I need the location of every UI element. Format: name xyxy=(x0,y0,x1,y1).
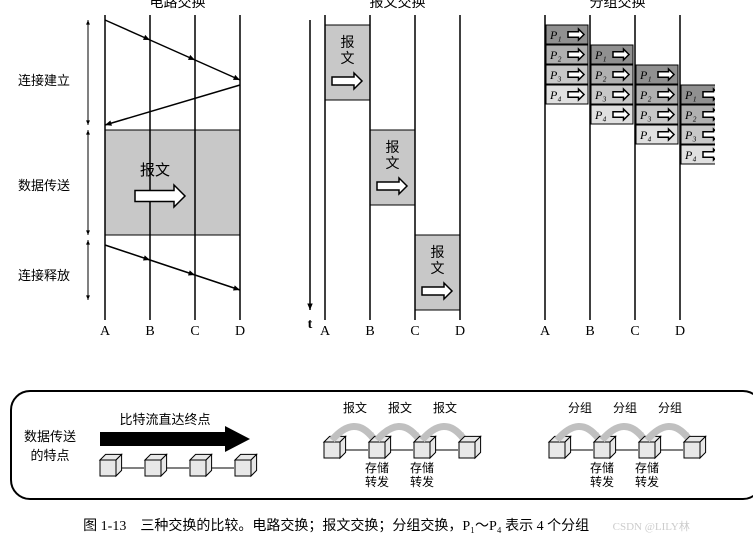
svg-text:P₄: P₄ xyxy=(594,108,607,122)
phase-release: 连接释放 xyxy=(10,265,70,284)
svg-text:转发: 转发 xyxy=(365,474,389,489)
svg-text:P₂: P₂ xyxy=(594,68,607,82)
svg-text:分组: 分组 xyxy=(613,401,637,415)
circuit-diagram: 电路交换 ABCD报文 xyxy=(80,10,275,380)
watermark: CSDN @LILY林 xyxy=(613,521,690,533)
svg-text:D: D xyxy=(675,324,685,339)
message-feature: 报文报文报文存储转发存储转发 xyxy=(314,400,528,490)
svg-text:比特流直达终点: 比特流直达终点 xyxy=(119,412,210,427)
title-packet: 分组交换 xyxy=(520,0,715,12)
svg-text:P₄: P₄ xyxy=(549,88,562,102)
svg-text:报: 报 xyxy=(386,140,400,156)
svg-text:文: 文 xyxy=(386,156,400,172)
message-diagram: 报文交换 报文报文报文ABCDt xyxy=(300,10,495,380)
phase-transfer: 数据传送 xyxy=(10,175,70,194)
svg-text:D: D xyxy=(455,324,465,339)
svg-text:报文: 报文 xyxy=(433,400,457,415)
svg-text:转发: 转发 xyxy=(590,474,614,489)
svg-text:报: 报 xyxy=(341,35,355,51)
svg-text:报文: 报文 xyxy=(343,400,367,415)
svg-text:P₁: P₁ xyxy=(639,68,652,82)
svg-text:P₁: P₁ xyxy=(684,88,697,102)
circuit-feature: 比特流直达终点 xyxy=(90,410,304,480)
svg-text:分组: 分组 xyxy=(568,401,592,415)
svg-text:报文: 报文 xyxy=(140,162,170,179)
caption: 图 1-13 三种交换的比较。电路交换；报文交换；分组交换，P₁～P₄ 表示 4… xyxy=(10,515,753,535)
svg-text:P₄: P₄ xyxy=(639,128,652,142)
title-circuit: 电路交换 xyxy=(80,0,275,12)
svg-text:B: B xyxy=(585,324,594,339)
packet-diagram: 分组交换 P₁P₂P₃P₄P₁P₂P₃P₄P₁P₂P₃P₄P₁P₂P₃P₄ABC… xyxy=(520,10,715,380)
svg-text:P₄: P₄ xyxy=(684,148,697,162)
svg-text:存储: 存储 xyxy=(590,460,614,475)
svg-text:D: D xyxy=(235,324,245,339)
svg-text:t: t xyxy=(308,317,313,332)
svg-text:B: B xyxy=(365,324,374,339)
svg-text:存储: 存储 xyxy=(365,460,389,475)
svg-text:分组: 分组 xyxy=(658,401,682,415)
svg-text:报: 报 xyxy=(431,245,445,261)
svg-text:B: B xyxy=(145,324,154,339)
svg-text:P₁: P₁ xyxy=(594,48,607,62)
svg-text:P₂: P₂ xyxy=(684,108,697,122)
svg-text:P₃: P₃ xyxy=(684,128,697,142)
feature-row: 数据传送 的特点 比特流直达终点 报文报文报文存储转发存储转发 分组分组分组存储… xyxy=(10,390,753,500)
svg-text:P₂: P₂ xyxy=(639,88,652,102)
feature-label: 数据传送 的特点 xyxy=(20,426,80,464)
svg-text:C: C xyxy=(630,324,639,339)
svg-text:转发: 转发 xyxy=(635,474,659,489)
svg-text:转发: 转发 xyxy=(410,474,434,489)
svg-text:A: A xyxy=(100,324,111,339)
svg-text:P₂: P₂ xyxy=(549,48,562,62)
packet-feature: 分组分组分组存储转发存储转发 xyxy=(539,400,753,490)
svg-text:P₁: P₁ xyxy=(549,28,562,42)
phase-setup: 连接建立 xyxy=(10,70,70,89)
svg-text:A: A xyxy=(540,324,551,339)
svg-text:A: A xyxy=(320,324,331,339)
svg-text:存储: 存储 xyxy=(410,460,434,475)
title-message: 报文交换 xyxy=(300,0,495,12)
svg-text:文: 文 xyxy=(431,261,445,277)
svg-text:C: C xyxy=(410,324,419,339)
svg-text:存储: 存储 xyxy=(635,460,659,475)
svg-text:C: C xyxy=(190,324,199,339)
svg-text:文: 文 xyxy=(341,51,355,67)
svg-text:P₃: P₃ xyxy=(594,88,607,102)
svg-text:报文: 报文 xyxy=(388,400,412,415)
svg-text:P₃: P₃ xyxy=(549,68,562,82)
phase-labels: 连接建立 数据传送 连接释放 xyxy=(10,10,80,380)
svg-text:P₃: P₃ xyxy=(639,108,652,122)
